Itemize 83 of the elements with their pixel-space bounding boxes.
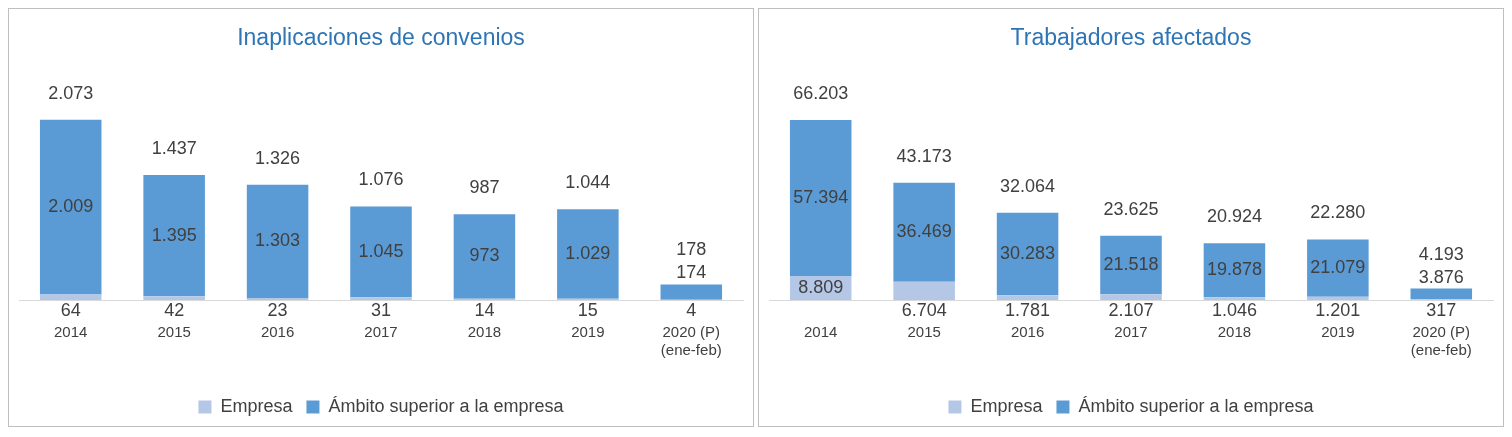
x-tick-label: 2016 <box>260 323 295 341</box>
data-label: 30.283 <box>1000 242 1056 263</box>
bar <box>39 294 102 300</box>
data-label: 23 <box>267 299 288 320</box>
total-label: 1.437 <box>151 138 197 159</box>
data-label: 3.876 <box>1418 266 1464 287</box>
data-label: 57.394 <box>793 187 849 208</box>
data-label: 42 <box>164 299 185 320</box>
bar <box>660 284 723 300</box>
data-label: 1.045 <box>358 240 404 261</box>
legend-label: Empresa <box>220 395 294 416</box>
data-label: 21.518 <box>1103 254 1159 275</box>
data-label: 1.046 <box>1211 299 1257 320</box>
data-label: 31 <box>370 299 392 320</box>
x-tick-label: 2015 <box>907 323 941 341</box>
data-label: 174 <box>676 262 707 283</box>
x-tick-label: 2014 <box>54 323 88 341</box>
x-tick-label: 2016 <box>1010 323 1045 341</box>
data-label: 21.079 <box>1310 257 1366 278</box>
x-tick-label: 2019 <box>1321 323 1355 341</box>
x-tick-label: 2020 (P) (ene-feb) <box>660 323 722 359</box>
bar <box>996 212 1059 296</box>
data-label: 19.878 <box>1206 259 1262 280</box>
bar <box>1203 297 1266 300</box>
data-label: 1.029 <box>565 242 611 263</box>
x-tick-label: 2017 <box>364 323 398 341</box>
x-tick-label: 2015 <box>157 323 191 341</box>
bar <box>143 296 205 300</box>
data-label: 2.107 <box>1108 299 1154 320</box>
bar <box>789 120 852 277</box>
total-label: 178 <box>676 239 707 260</box>
data-label: 14 <box>474 299 495 320</box>
total-label: 4.193 <box>1418 243 1464 264</box>
data-label: 1.395 <box>151 224 197 245</box>
total-label: 66.203 <box>793 83 849 104</box>
x-tick-label: 2019 <box>571 323 605 341</box>
x-tick-label: 2017 <box>1114 323 1148 341</box>
x-tick-label: 2018 <box>1217 323 1252 341</box>
bar <box>996 295 1059 300</box>
chart-title: Inaplicaciones de convenios <box>237 24 525 51</box>
data-label: 1.781 <box>1005 299 1051 320</box>
chart-title: Trabajadores afectados <box>1010 24 1252 51</box>
bar <box>1307 296 1369 300</box>
x-tick-label: 2020 (P) (ene-feb) <box>1410 323 1472 359</box>
data-label: 36.469 <box>896 221 952 242</box>
data-label: 317 <box>1426 299 1457 320</box>
data-label: 15 <box>577 299 598 320</box>
legend-label: Ámbito superior a la empresa <box>328 395 565 416</box>
data-label: 973 <box>469 245 500 266</box>
total-label: 1.044 <box>565 172 611 193</box>
bar <box>350 206 412 298</box>
total-label: 987 <box>469 177 500 198</box>
data-label: 4 <box>686 299 697 320</box>
bar <box>893 281 955 300</box>
data-label: 2.009 <box>48 196 94 217</box>
bar <box>557 209 619 299</box>
bar <box>143 175 205 297</box>
data-label: 64 <box>60 299 81 320</box>
total-label: 22.280 <box>1310 202 1366 223</box>
bar <box>1100 294 1162 300</box>
bar <box>39 119 102 295</box>
data-label: 1.201 <box>1315 299 1361 320</box>
total-label: 23.625 <box>1103 198 1159 219</box>
bar <box>246 184 309 298</box>
bar <box>453 214 516 299</box>
bar <box>350 297 412 300</box>
total-label: 1.326 <box>255 147 301 168</box>
total-label: 2.073 <box>48 82 94 103</box>
x-tick-label: 2018 <box>467 323 502 341</box>
total-label: 20.924 <box>1206 206 1262 227</box>
data-label: 1.303 <box>255 230 301 251</box>
x-tick-label: 2014 <box>804 323 838 341</box>
total-label: 32.064 <box>1000 175 1056 196</box>
bar <box>1307 239 1369 297</box>
data-label: 6.704 <box>901 299 947 320</box>
legend-label: Ámbito superior a la empresa <box>1078 395 1315 416</box>
total-label: 1.076 <box>358 169 404 190</box>
total-label: 43.173 <box>896 145 952 166</box>
legend-label: Empresa <box>970 395 1044 416</box>
bar <box>1100 235 1162 295</box>
data-label: 8.809 <box>798 277 844 297</box>
bar <box>1410 288 1473 300</box>
bar <box>893 182 955 282</box>
